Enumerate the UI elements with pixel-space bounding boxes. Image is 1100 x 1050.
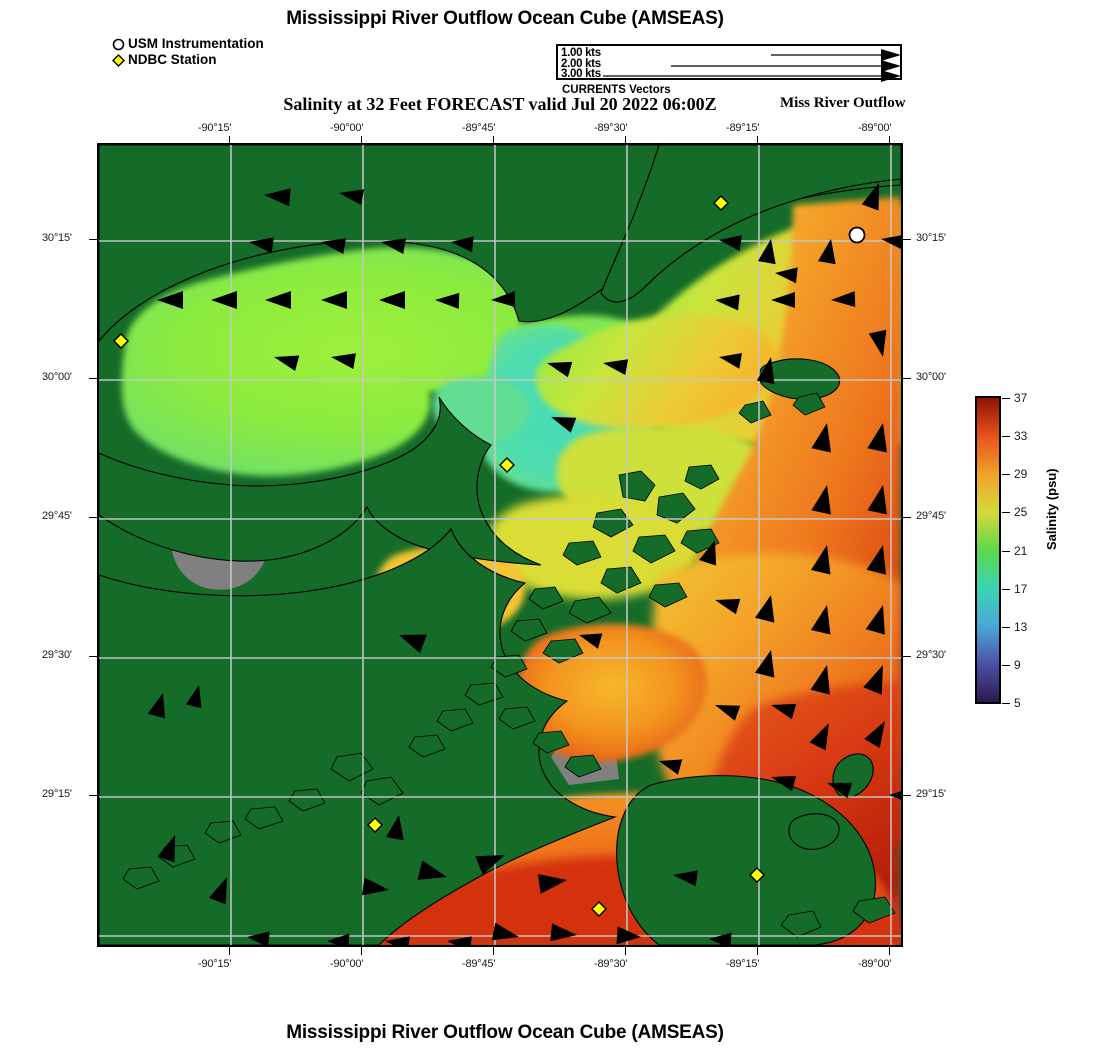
station-markers	[113, 195, 866, 917]
currents-arrow-2	[671, 59, 901, 72]
colorbar-tick-5	[1002, 589, 1010, 590]
lon-label-top-1: -90°00'	[330, 122, 364, 134]
page-title: Mississippi River Outflow Ocean Cube (AM…	[286, 8, 724, 29]
colorbar-label-5: 5	[1014, 696, 1021, 710]
lat-label-right-2: 29°45'	[916, 510, 946, 522]
ndbc-station-marker	[499, 457, 515, 473]
lat-label-left-4: 29°15'	[42, 788, 72, 800]
lat-label-left-0: 30°15'	[42, 232, 72, 244]
lat-label-right-3: 29°30'	[916, 649, 946, 661]
diamond-marker-icon	[110, 52, 126, 68]
currents-scale-label-1: 1.00 kts	[561, 47, 601, 59]
region-label: Miss River Outflow	[780, 95, 906, 111]
legend-label-ndbc: NDBC Station	[128, 52, 217, 67]
colorbar-tick-8	[1002, 703, 1010, 704]
lat-label-left-3: 29°30'	[42, 649, 72, 661]
currents-scale-row-2: 2.00 kts	[561, 58, 901, 72]
colorbar-axis-title: Salinity (psu)	[1044, 468, 1059, 550]
lon-label-bottom-2: -89°45'	[462, 958, 496, 970]
colorbar-label-13: 13	[1014, 620, 1028, 634]
lon-label-top-3: -89°30'	[594, 122, 628, 134]
colorbar-label-9: 9	[1014, 658, 1021, 672]
currents-arrow-3	[603, 69, 901, 82]
currents-vector-legend: 1.00 kts 2.00 kts 3.00 kts	[556, 44, 902, 82]
land-overlay	[99, 145, 901, 945]
colorbar-label-25: 25	[1014, 505, 1028, 519]
lat-label-right-1: 30°00'	[916, 371, 946, 383]
legend-label-usm: USM Instrumentation	[128, 36, 264, 51]
chart-subtitle: Salinity at 32 Feet FORECAST valid Jul 2…	[283, 94, 717, 114]
currents-legend-caption: CURRENTS Vectors	[562, 84, 671, 96]
currents-scale-label-2: 2.00 kts	[561, 58, 601, 70]
lon-label-top-5: -89°00'	[858, 122, 892, 134]
map-plot-area[interactable]	[97, 143, 903, 947]
salinity-colorbar	[975, 396, 1001, 704]
lon-label-top-2: -89°45'	[462, 122, 496, 134]
legend-item-usm: USM Instrumentation	[110, 36, 264, 52]
ndbc-station-marker	[713, 195, 729, 211]
colorbar-tick-2	[1002, 474, 1010, 475]
map-canvas	[99, 145, 901, 945]
ndbc-station-marker	[591, 901, 607, 917]
lon-label-bottom-1: -90°00'	[330, 958, 364, 970]
colorbar-tick-7	[1002, 665, 1010, 666]
colorbar-label-17: 17	[1014, 582, 1028, 596]
lat-label-left-2: 29°45'	[42, 510, 72, 522]
lon-label-bottom-3: -89°30'	[594, 958, 628, 970]
colorbar-label-21: 21	[1014, 544, 1028, 558]
colorbar-tick-3	[1002, 512, 1010, 513]
currents-scale-row-3: 3.00 kts	[561, 68, 901, 82]
colorbar-tick-0	[1002, 398, 1010, 399]
circle-marker-icon	[110, 36, 126, 52]
lon-label-bottom-4: -89°15'	[726, 958, 760, 970]
lat-label-right-4: 29°15'	[916, 788, 946, 800]
ndbc-station-marker	[367, 817, 383, 833]
colorbar-label-29: 29	[1014, 467, 1028, 481]
colorbar-gradient	[977, 398, 999, 702]
legend-item-ndbc: NDBC Station	[110, 52, 264, 68]
currents-scale-label-3: 3.00 kts	[561, 68, 601, 80]
lon-label-bottom-5: -89°00'	[858, 958, 892, 970]
footer-title: Mississippi River Outflow Ocean Cube (AM…	[286, 1022, 724, 1043]
colorbar-label-37: 37	[1014, 391, 1028, 405]
colorbar-tick-1	[1002, 436, 1010, 437]
currents-scale-row-1: 1.00 kts	[561, 47, 901, 61]
marker-legend: USM Instrumentation NDBC Station	[110, 36, 264, 68]
colorbar-label-33: 33	[1014, 429, 1028, 443]
lat-label-left-1: 30°00'	[42, 371, 72, 383]
lon-label-bottom-0: -90°15'	[198, 958, 232, 970]
current-vectors	[147, 183, 901, 945]
lon-label-top-4: -89°15'	[726, 122, 760, 134]
map-gridlines	[99, 145, 901, 945]
ndbc-station-marker	[749, 867, 765, 883]
lat-label-right-0: 30°15'	[916, 232, 946, 244]
colorbar-tick-6	[1002, 627, 1010, 628]
lon-label-top-0: -90°15'	[198, 122, 232, 134]
currents-arrow-1	[771, 48, 901, 61]
ndbc-station-marker	[113, 333, 129, 349]
usm-instrumentation-marker	[848, 226, 866, 244]
colorbar-tick-4	[1002, 551, 1010, 552]
